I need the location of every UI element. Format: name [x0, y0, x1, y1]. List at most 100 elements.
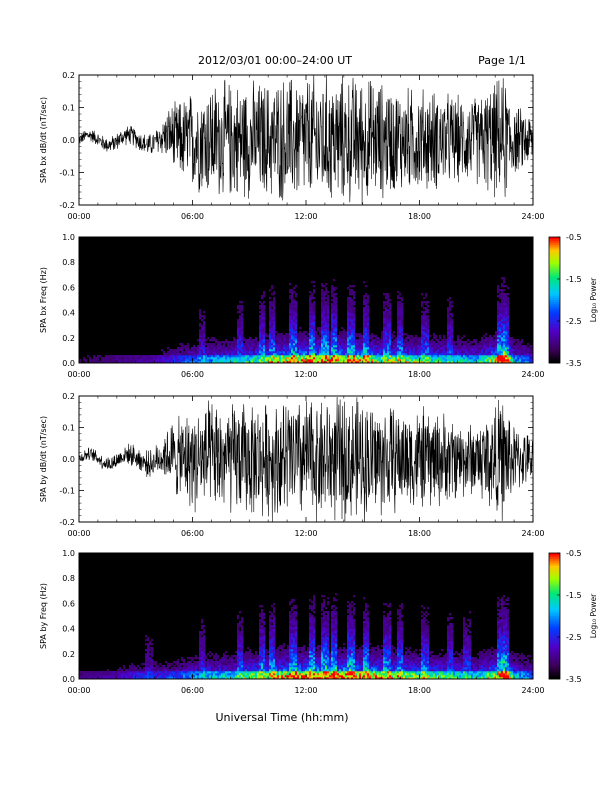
spectrogram-cell — [477, 355, 480, 358]
spectrogram-cell — [349, 319, 352, 322]
spectrogram-cell — [109, 675, 112, 678]
spectrogram-cell — [289, 291, 292, 294]
spectrogram-cell — [145, 357, 148, 360]
spectrogram-cell — [239, 631, 242, 634]
spectrogram-cell — [499, 329, 502, 332]
spectrogram-cell — [423, 361, 426, 364]
spectrogram-cell — [111, 675, 114, 678]
spectrogram-cell — [107, 673, 110, 676]
spectrogram-cell — [321, 297, 324, 300]
spectrogram-cell — [271, 619, 274, 622]
spectrogram-cell — [127, 359, 130, 362]
spectrogram-cell — [423, 339, 426, 342]
colorbar-swatch — [549, 354, 560, 358]
spectrogram-cell — [339, 331, 342, 334]
spectrogram-cell — [503, 279, 506, 282]
spectrogram-cell — [175, 661, 178, 664]
spectrogram-cell — [139, 669, 142, 672]
spectrogram-cell — [267, 651, 270, 654]
spectrogram-cell — [179, 677, 182, 680]
spectrogram-cell — [237, 623, 240, 626]
colorbar-tick-label: -3.5 — [566, 359, 582, 368]
spectrogram-cell — [327, 331, 330, 334]
spectrogram-cell — [251, 669, 254, 672]
spectrogram-cell — [449, 327, 452, 330]
spectrogram-cell — [507, 349, 510, 352]
spectrogram-cell — [257, 347, 260, 350]
spectrogram-cell — [261, 339, 264, 342]
spectrogram-cell — [257, 357, 260, 360]
spectrogram-cell — [359, 333, 362, 336]
spectrogram-cell — [405, 337, 408, 340]
spectrogram-cell — [285, 355, 288, 358]
spectrogram-cell — [385, 333, 388, 336]
spectrogram-cell — [403, 339, 406, 342]
spectrogram-cell — [225, 349, 228, 352]
spectrogram-cell — [335, 335, 338, 338]
spectrogram-cell — [299, 327, 302, 330]
spectrogram-cell — [363, 299, 366, 302]
spectrogram-cell — [477, 359, 480, 362]
spectrogram-cell — [365, 353, 368, 356]
spectrogram-cell — [205, 669, 208, 672]
spectrogram-cell — [435, 361, 438, 364]
spectrogram-cell — [353, 297, 356, 300]
spectrogram-cell — [241, 301, 244, 304]
spectrogram-cell — [347, 317, 350, 320]
spectrogram-cell — [125, 361, 128, 364]
spectrogram-cell — [475, 339, 478, 342]
spectrogram-cell — [365, 323, 368, 326]
spectrogram-cell — [399, 359, 402, 362]
spectrogram-cell — [249, 347, 252, 350]
spectrogram-cell — [439, 335, 442, 338]
spectrogram-cell — [385, 357, 388, 360]
spectrogram-cell — [519, 349, 522, 352]
spectrogram-cell — [347, 319, 350, 322]
spectrogram-cell — [175, 675, 178, 678]
spectrogram-cell — [391, 343, 394, 346]
spectrogram-cell — [323, 333, 326, 336]
colorbar-swatch — [549, 251, 560, 255]
spectrogram-cell — [223, 667, 226, 670]
spectrogram-cell — [267, 671, 270, 674]
spectrogram-cell — [271, 357, 274, 360]
spectrogram-cell — [419, 345, 422, 348]
spectrogram-cell — [531, 361, 534, 364]
spectrogram-cell — [385, 345, 388, 348]
spectrogram-cell — [203, 333, 206, 336]
spectrogram-cell — [337, 337, 340, 340]
spectrogram-cell — [517, 357, 520, 360]
spectrogram-cell — [271, 665, 274, 668]
spectrogram-cell — [223, 347, 226, 350]
spectrogram-cell — [389, 309, 392, 312]
spectrogram-cell — [519, 351, 522, 354]
spectrogram-cell — [353, 309, 356, 312]
spectrogram-cell — [327, 295, 330, 298]
spectrogram-cell — [203, 661, 206, 664]
spectrogram-cell — [531, 355, 534, 358]
spectrogram-cell — [331, 295, 334, 298]
spectrogram-cell — [181, 663, 184, 666]
spectrogram-cell — [369, 349, 372, 352]
spectrogram-cell — [141, 663, 144, 666]
by-dbdt-panel: 00:00 06:00 12:00 18:00 24:00-0.2-0.10.00.10… — [39, 392, 545, 538]
spectrogram-cell — [387, 343, 390, 346]
spectrogram-cell — [263, 655, 266, 658]
spectrogram-cell — [291, 323, 294, 326]
spectrogram-cell — [379, 353, 382, 356]
spectrogram-cell — [183, 663, 186, 666]
spectrogram-cell — [243, 361, 246, 364]
spectrogram-cell — [239, 647, 242, 650]
spectrogram-cell — [347, 349, 350, 352]
spectrogram-cell — [223, 653, 226, 656]
spectrogram-cell — [469, 343, 472, 346]
spectrogram-cell — [521, 353, 524, 356]
spectrogram-cell — [289, 353, 292, 356]
spectrogram-cell — [265, 333, 268, 336]
spectrogram-cell — [183, 347, 186, 350]
spectrogram-cell — [505, 309, 508, 312]
spectrogram-cell — [451, 333, 454, 336]
spectrogram-cell — [335, 317, 338, 320]
spectrogram-cell — [421, 301, 424, 304]
spectrogram-cell — [357, 341, 360, 344]
